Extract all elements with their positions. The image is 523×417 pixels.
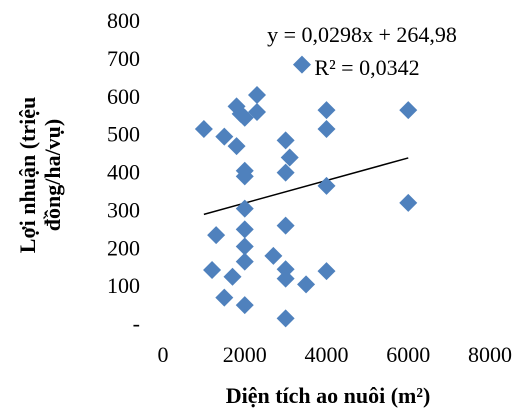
point bbox=[223, 267, 242, 286]
point bbox=[207, 226, 226, 245]
y-tick-label: 700 bbox=[107, 46, 140, 71]
point bbox=[317, 176, 336, 195]
point bbox=[399, 193, 418, 212]
point bbox=[317, 120, 336, 139]
point bbox=[276, 131, 295, 150]
point bbox=[399, 101, 418, 120]
point bbox=[248, 103, 267, 122]
point bbox=[235, 167, 254, 186]
point bbox=[292, 55, 311, 74]
point bbox=[235, 252, 254, 271]
point bbox=[276, 260, 295, 279]
x-tick-label: 6000 bbox=[386, 342, 430, 367]
r-squared: R² = 0,0342 bbox=[314, 55, 419, 80]
point bbox=[215, 127, 234, 146]
point bbox=[297, 275, 316, 294]
point bbox=[276, 163, 295, 182]
y-tick-label: 400 bbox=[107, 160, 140, 185]
trendline-equation: y = 0,0298x + 264,98 bbox=[267, 22, 457, 47]
y-tick-label: - bbox=[133, 311, 140, 336]
point bbox=[317, 262, 336, 281]
point bbox=[235, 199, 254, 218]
point bbox=[276, 309, 295, 328]
x-tick-label: 2000 bbox=[223, 342, 267, 367]
y-axis-title: Lợi nhuận (triệu bbox=[15, 97, 40, 253]
point bbox=[235, 237, 254, 256]
y-tick-label: 500 bbox=[107, 122, 140, 147]
point bbox=[276, 216, 295, 235]
point bbox=[280, 148, 299, 167]
point bbox=[248, 85, 267, 104]
y-tick-label: 300 bbox=[107, 197, 140, 222]
x-tick-label: 4000 bbox=[305, 342, 349, 367]
y-tick-label: 600 bbox=[107, 84, 140, 109]
y-axis-title: đồng/ha/vụ) bbox=[40, 119, 65, 232]
x-tick-label: 8000 bbox=[468, 342, 512, 367]
x-axis-title: Diện tích ao nuôi (m²) bbox=[226, 383, 431, 408]
point bbox=[235, 296, 254, 315]
point bbox=[235, 220, 254, 239]
point bbox=[276, 269, 295, 288]
point bbox=[317, 101, 336, 120]
point bbox=[227, 137, 246, 156]
point bbox=[215, 288, 234, 307]
y-tick-label: 100 bbox=[107, 273, 140, 298]
x-tick-label: 0 bbox=[158, 342, 169, 367]
y-tick-label: 800 bbox=[107, 8, 140, 33]
point bbox=[264, 246, 283, 265]
point bbox=[203, 260, 222, 279]
y-tick-label: 200 bbox=[107, 235, 140, 260]
trendline bbox=[203, 157, 409, 216]
point bbox=[194, 120, 213, 139]
